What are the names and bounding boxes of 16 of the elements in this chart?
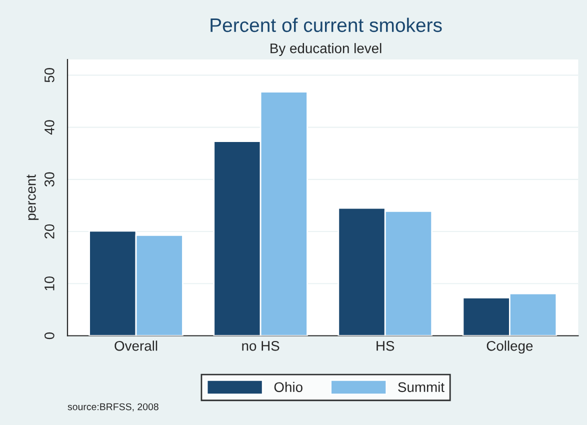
x-tick-label: HS (376, 340, 394, 351)
source-note: source:BRFSS, 2008 (68, 403, 158, 412)
x-tick-label: no HS (242, 340, 280, 351)
chart-title: Percent of current smokers (210, 18, 442, 32)
legend-label: Ohio (274, 382, 302, 392)
y-tick-label: 30 (44, 172, 54, 187)
y-tick-label: 50 (44, 68, 54, 82)
chart-subtitle: By education level (270, 43, 382, 56)
y-tick-label: 40 (44, 120, 54, 135)
y-axis-title: percent (26, 174, 39, 220)
x-tick-label: College (486, 340, 533, 354)
y-tick-label: 20 (44, 224, 54, 239)
x-tick-label: Overall (114, 340, 158, 351)
y-tick-label: 0 (44, 332, 54, 340)
y-tick-label: 10 (44, 276, 54, 290)
legend-label: Summit (398, 382, 444, 392)
